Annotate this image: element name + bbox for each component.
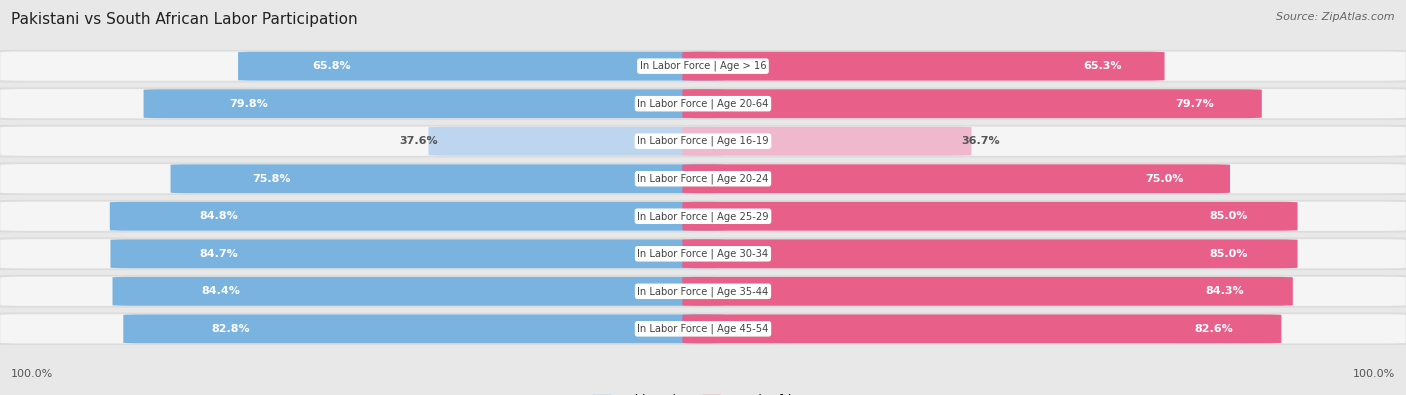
Text: 82.6%: 82.6% bbox=[1194, 324, 1233, 334]
Text: 82.8%: 82.8% bbox=[211, 324, 250, 334]
FancyBboxPatch shape bbox=[111, 239, 724, 268]
FancyBboxPatch shape bbox=[0, 275, 1406, 308]
Text: 79.8%: 79.8% bbox=[229, 99, 267, 109]
Text: 85.0%: 85.0% bbox=[1209, 211, 1249, 221]
Text: In Labor Force | Age 45-54: In Labor Force | Age 45-54 bbox=[637, 324, 769, 334]
FancyBboxPatch shape bbox=[124, 314, 724, 343]
FancyBboxPatch shape bbox=[682, 89, 1261, 118]
FancyBboxPatch shape bbox=[682, 164, 1230, 193]
Text: In Labor Force | Age 20-64: In Labor Force | Age 20-64 bbox=[637, 98, 769, 109]
Text: 75.8%: 75.8% bbox=[253, 174, 291, 184]
FancyBboxPatch shape bbox=[143, 89, 724, 118]
FancyBboxPatch shape bbox=[238, 52, 724, 81]
FancyBboxPatch shape bbox=[0, 201, 1406, 231]
Text: 75.0%: 75.0% bbox=[1146, 174, 1184, 184]
FancyBboxPatch shape bbox=[112, 277, 724, 306]
Text: Pakistani vs South African Labor Participation: Pakistani vs South African Labor Partici… bbox=[11, 12, 359, 27]
Text: 85.0%: 85.0% bbox=[1209, 249, 1249, 259]
Text: In Labor Force | Age 30-34: In Labor Force | Age 30-34 bbox=[637, 248, 769, 259]
Text: In Labor Force | Age 20-24: In Labor Force | Age 20-24 bbox=[637, 173, 769, 184]
FancyBboxPatch shape bbox=[110, 202, 724, 231]
FancyBboxPatch shape bbox=[0, 162, 1406, 195]
FancyBboxPatch shape bbox=[0, 276, 1406, 306]
Text: In Labor Force | Age > 16: In Labor Force | Age > 16 bbox=[640, 61, 766, 71]
Text: In Labor Force | Age 25-29: In Labor Force | Age 25-29 bbox=[637, 211, 769, 222]
FancyBboxPatch shape bbox=[0, 200, 1406, 233]
FancyBboxPatch shape bbox=[0, 164, 1406, 194]
Text: Source: ZipAtlas.com: Source: ZipAtlas.com bbox=[1277, 12, 1395, 22]
Text: In Labor Force | Age 35-44: In Labor Force | Age 35-44 bbox=[637, 286, 769, 297]
Text: 84.8%: 84.8% bbox=[200, 211, 238, 221]
Text: In Labor Force | Age 16-19: In Labor Force | Age 16-19 bbox=[637, 136, 769, 147]
FancyBboxPatch shape bbox=[682, 239, 1298, 268]
FancyBboxPatch shape bbox=[0, 89, 1406, 118]
FancyBboxPatch shape bbox=[0, 87, 1406, 120]
Text: 79.7%: 79.7% bbox=[1175, 99, 1215, 109]
FancyBboxPatch shape bbox=[682, 202, 1298, 231]
FancyBboxPatch shape bbox=[682, 52, 1164, 81]
FancyBboxPatch shape bbox=[0, 126, 1406, 156]
Text: 100.0%: 100.0% bbox=[1353, 369, 1395, 379]
FancyBboxPatch shape bbox=[0, 51, 1406, 81]
Text: 36.7%: 36.7% bbox=[962, 136, 1001, 146]
FancyBboxPatch shape bbox=[0, 237, 1406, 270]
FancyBboxPatch shape bbox=[682, 314, 1281, 343]
FancyBboxPatch shape bbox=[0, 239, 1406, 269]
Text: 65.8%: 65.8% bbox=[312, 61, 350, 71]
FancyBboxPatch shape bbox=[0, 312, 1406, 345]
FancyBboxPatch shape bbox=[682, 277, 1294, 306]
FancyBboxPatch shape bbox=[0, 50, 1406, 83]
Text: 65.3%: 65.3% bbox=[1084, 61, 1122, 71]
FancyBboxPatch shape bbox=[682, 127, 972, 156]
FancyBboxPatch shape bbox=[0, 314, 1406, 344]
Text: 37.6%: 37.6% bbox=[399, 136, 439, 146]
Text: 84.4%: 84.4% bbox=[201, 286, 240, 296]
Text: 84.3%: 84.3% bbox=[1205, 286, 1244, 296]
Text: 100.0%: 100.0% bbox=[11, 369, 53, 379]
FancyBboxPatch shape bbox=[429, 127, 724, 156]
FancyBboxPatch shape bbox=[0, 125, 1406, 158]
FancyBboxPatch shape bbox=[170, 164, 724, 193]
Text: 84.7%: 84.7% bbox=[200, 249, 239, 259]
Legend: Pakistani, South African: Pakistani, South African bbox=[592, 394, 814, 395]
